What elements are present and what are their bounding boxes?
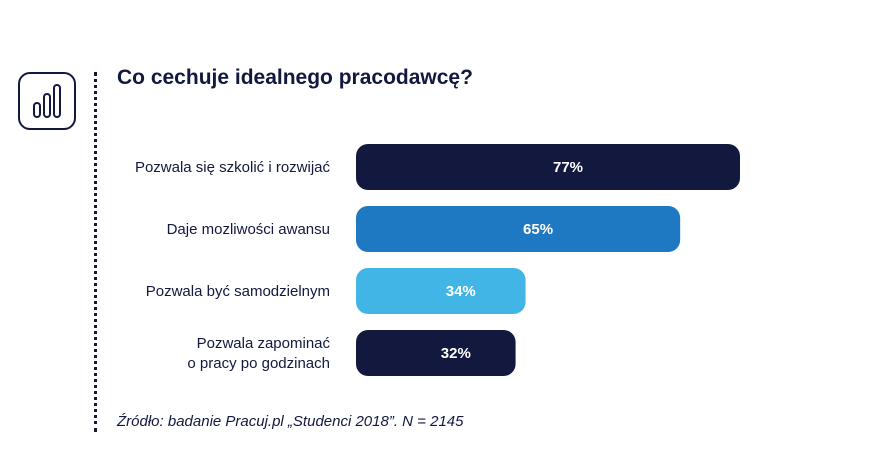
bar-0 — [356, 144, 740, 190]
divider — [94, 72, 97, 432]
chart-title: Co cechuje idealnego pracodawcę? — [117, 66, 473, 89]
category-label: Daje mozliwości awansu — [167, 221, 330, 238]
bar-chart-icon — [18, 72, 76, 130]
bar-2 — [356, 268, 526, 314]
source-note: Źródło: badanie Pracuj.pl „Studenci 2018… — [117, 413, 464, 430]
bar-1 — [356, 206, 681, 252]
bar-value-label: 77% — [553, 159, 583, 176]
bar-3 — [356, 330, 516, 376]
bar-value-label: 32% — [441, 345, 471, 362]
category-label: Pozwala zapominać — [197, 335, 331, 352]
bar-value-label: 34% — [446, 283, 476, 300]
category-label: o pracy po godzinach — [187, 355, 330, 372]
category-label: Pozwala się szkolić i rozwijać — [135, 159, 331, 176]
bar-value-label: 65% — [523, 221, 553, 238]
category-label: Pozwala być samodzielnym — [146, 283, 330, 300]
